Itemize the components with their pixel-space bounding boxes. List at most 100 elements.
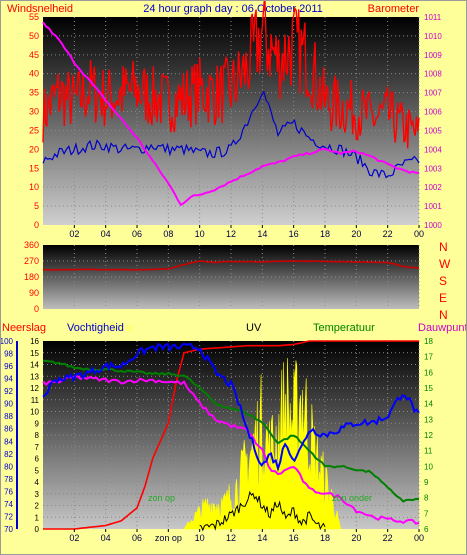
- temperature-y-tick-label: 10: [424, 462, 433, 471]
- compass-label: N: [439, 240, 448, 254]
- x-tick-label: 00: [414, 533, 424, 543]
- x-tick-label: 22: [383, 533, 393, 543]
- humidity-series: [42, 342, 420, 473]
- x-tick-label: 02: [69, 533, 79, 543]
- temperature-y-tick-label: 11: [424, 447, 433, 456]
- x-tick-label: 04: [101, 533, 111, 543]
- temperature-y-tick-label: 6: [424, 525, 429, 534]
- rain-y-tick-label: 6: [35, 455, 40, 464]
- barometer-y-tick-label: 1007: [424, 89, 442, 98]
- rain-y-tick-label: 8: [35, 431, 40, 440]
- x-tick-label: 20: [351, 533, 361, 543]
- humidity-y-tick-label: 88: [4, 412, 13, 421]
- humidity-y-tick-label: 90: [4, 400, 13, 409]
- barometer-y-tick-label: 1002: [424, 183, 442, 192]
- humidity-y-tick-label: 80: [4, 462, 13, 471]
- rain-y-tick-label: 7: [35, 443, 40, 452]
- rain-y-tick-label: 2: [35, 502, 40, 511]
- x-tick-label: 06: [132, 533, 142, 543]
- wind-gust-series: [42, 1, 420, 149]
- humidity-y-tick-label: 78: [4, 475, 13, 484]
- x-tick-label: 10: [195, 533, 205, 543]
- compass-label: W: [439, 257, 451, 271]
- uv-label: UV: [246, 322, 262, 334]
- x-tick-label: 08: [163, 229, 173, 239]
- temperature-y-tick-label: 13: [424, 415, 433, 424]
- rain-y-tick-label: 9: [35, 419, 40, 428]
- humidity-y-tick-label: 82: [4, 450, 13, 459]
- temperature-y-tick-label: 15: [424, 384, 433, 393]
- x-tick-label: 20: [351, 229, 361, 239]
- barometer-axis-label: Barometer: [368, 3, 420, 15]
- x-tick-label: 14: [257, 533, 267, 543]
- humidity-y-tick-label: 100: [1, 337, 14, 346]
- rain-y-tick-label: 16: [30, 337, 39, 346]
- wind-panel-axes: 0510152025303540455055100010011002100310…: [29, 12, 442, 239]
- wind-y-tick-label: 25: [29, 125, 39, 135]
- barometer-y-tick-label: 1003: [424, 164, 442, 173]
- x-tick-label: 10: [195, 229, 205, 239]
- humidity-label: Vochtigheid: [67, 322, 124, 334]
- wind-y-tick-label: 30: [29, 107, 39, 117]
- barometer-y-tick-label: 1011: [424, 13, 442, 22]
- temperature-y-tick-label: 17: [424, 353, 433, 362]
- wind-y-tick-label: 40: [29, 69, 39, 79]
- rain-y-tick-label: 3: [35, 490, 40, 499]
- wind-y-tick-label: 0: [34, 220, 39, 230]
- wind-direction-series: [42, 259, 420, 271]
- humidity-y-tick-label: 84: [4, 437, 13, 446]
- compass-label: N: [439, 308, 448, 322]
- x-tick-label: 12: [226, 533, 236, 543]
- x-tick-label: 02: [69, 229, 79, 239]
- dewpoint-series: [42, 375, 420, 525]
- humidity-y-tick-label: 96: [4, 362, 13, 371]
- wind-y-tick-label: 45: [29, 50, 39, 60]
- direction-y-tick-label: 90: [29, 288, 39, 298]
- barometer-y-tick-label: 1006: [424, 108, 442, 117]
- temperature-label: Temperatuur: [313, 322, 375, 334]
- wind-y-tick-label: 55: [29, 12, 39, 22]
- temperature-series: [42, 359, 420, 503]
- x-tick-label: 18: [320, 229, 330, 239]
- barometer-y-tick-label: 1009: [424, 51, 442, 60]
- wind-y-tick-label: 5: [34, 201, 39, 211]
- barometer-y-tick-label: 1004: [424, 145, 442, 154]
- dewpoint-label: Dauwpunt: [418, 322, 466, 334]
- x-tick-label: 00: [414, 229, 424, 239]
- temperature-y-tick-label: 12: [424, 431, 433, 440]
- rain-y-tick-label: 13: [30, 372, 39, 381]
- direction-y-tick-label: 270: [24, 256, 39, 266]
- wind-y-tick-label: 10: [29, 182, 39, 192]
- rain-y-tick-label: 12: [30, 384, 39, 393]
- rain-y-tick-label: 10: [30, 408, 39, 417]
- direction-y-tick-label: 180: [24, 272, 39, 282]
- x-tick-label: 04: [101, 229, 111, 239]
- temperature-y-tick-label: 18: [424, 337, 433, 346]
- rain-y-tick-label: 1: [35, 513, 40, 522]
- barometer-y-tick-label: 1001: [424, 202, 442, 211]
- solar-series: [199, 490, 326, 532]
- direction-y-tick-label: 360: [24, 240, 39, 250]
- direction-y-tick-label: 0: [34, 304, 39, 314]
- weather-panel-axes: 7072747678808284868890929496981000123456…: [1, 337, 433, 543]
- rain-y-tick-label: 11: [31, 396, 40, 405]
- humidity-y-tick-label: 74: [4, 500, 13, 509]
- rain-y-tick-label: 5: [35, 466, 40, 475]
- weather-panel-series: [42, 340, 420, 532]
- wind-y-tick-label: 35: [29, 88, 39, 98]
- rain-y-tick-label: 4: [35, 478, 40, 487]
- humidity-y-tick-label: 98: [4, 350, 13, 359]
- wind-panel-series: [42, 1, 420, 207]
- humidity-y-tick-label: 86: [4, 425, 13, 434]
- humidity-y-tick-label: 72: [4, 512, 13, 521]
- x-tick-label: 16: [289, 533, 299, 543]
- compass-label: S: [439, 274, 447, 288]
- rain-y-tick-label: 0: [35, 525, 40, 534]
- x-tick-label: zon op: [155, 533, 182, 543]
- temperature-y-tick-label: 7: [424, 509, 429, 518]
- barometer-y-tick-label: 1008: [424, 70, 442, 79]
- temperature-y-tick-label: 14: [424, 400, 433, 409]
